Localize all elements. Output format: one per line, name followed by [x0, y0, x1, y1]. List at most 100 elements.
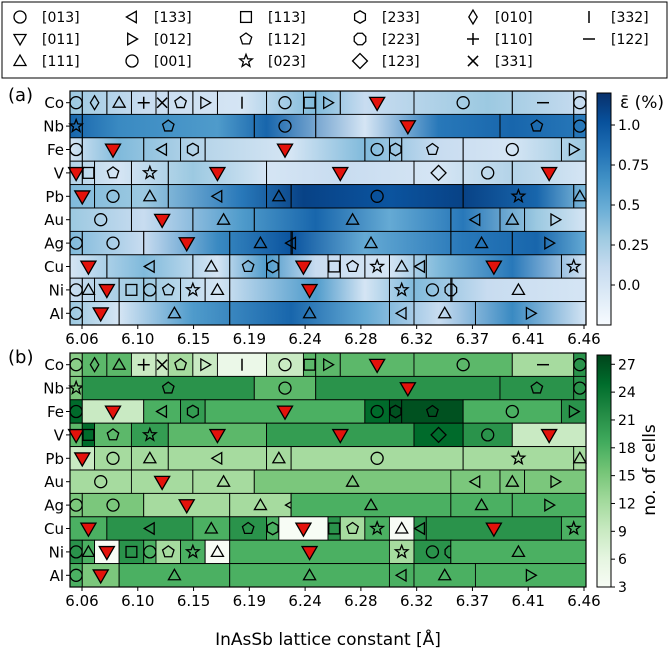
segment-marker-cu	[266, 259, 279, 274]
segment-marker-v	[331, 428, 349, 444]
x-tick-label: 6.37	[456, 330, 489, 348]
colorbar-tick-label: 0.75	[618, 158, 649, 174]
segment-marker-ni	[511, 282, 526, 296]
segment-marker-fe	[568, 142, 581, 157]
segment-cell-al	[118, 563, 231, 588]
x-tick-label: 6.46	[567, 330, 600, 348]
segment-marker-au	[94, 475, 108, 489]
segment-marker-fe	[155, 404, 168, 419]
segment-marker-v	[540, 428, 558, 444]
segment-cell-cu	[192, 516, 231, 541]
segment-marker-pb	[572, 451, 588, 464]
row-label-ag: Ag	[44, 235, 64, 253]
legend-marker-triangle-up	[12, 53, 28, 67]
segment-cell-fe	[560, 399, 587, 424]
segment-cell-au	[450, 469, 501, 494]
segment-marker-ni	[161, 545, 175, 558]
segment-marker-ni	[300, 545, 319, 561]
segment-marker-nb	[68, 117, 85, 133]
legend-marker-circle	[125, 54, 139, 68]
segment-marker-v	[208, 166, 227, 182]
colorbar-tick-label: 27	[618, 357, 636, 373]
segment-marker-fe	[370, 142, 384, 157]
segment-marker-cu	[565, 520, 582, 536]
segment-marker-v	[481, 428, 495, 442]
segment-marker-ag	[106, 236, 120, 250]
row-label-al: Al	[50, 567, 64, 585]
row-label-cu: Cu	[44, 258, 64, 276]
segment-marker-co	[303, 96, 316, 109]
segment-marker-co	[89, 356, 100, 373]
row-label-pb: Pb	[45, 450, 64, 468]
segment-cell-cu	[106, 516, 194, 541]
segment-marker-cu	[394, 259, 409, 272]
segment-marker-co	[303, 358, 316, 371]
segment-cell-nb	[81, 375, 255, 401]
strain-band-fe	[70, 137, 586, 162]
segment-marker-v	[67, 166, 85, 182]
segment-cell-ni	[204, 539, 231, 565]
segment-marker-ag	[474, 497, 489, 511]
legend-marker-x	[467, 55, 479, 67]
segment-marker-nb	[278, 119, 292, 133]
segment-marker-al	[394, 568, 407, 583]
segment-marker-ag	[363, 497, 379, 511]
segment-cell-fe	[401, 399, 464, 424]
x-tick-label: 6.10	[121, 330, 154, 348]
segment-cell-fe	[180, 399, 206, 424]
segment-cell-pb	[290, 446, 464, 471]
segment-cell-cu	[339, 516, 366, 541]
segment-cell-co	[69, 352, 83, 377]
x-tick-label: 6.32	[400, 592, 433, 610]
segment-marker-au	[505, 212, 520, 225]
segment-cell-al	[229, 563, 390, 588]
segment-marker-al	[437, 306, 452, 319]
strain-band-nb	[70, 114, 586, 138]
segment-marker-ag	[544, 498, 557, 512]
segment-marker-co	[111, 95, 127, 108]
segment-cell-pb	[167, 446, 268, 471]
segment-marker-co	[323, 95, 335, 110]
colorbar-tick-label: 21	[618, 413, 636, 429]
segment-marker-co	[156, 359, 168, 371]
segment-marker-ag	[106, 498, 120, 512]
segment-marker-fe	[425, 404, 439, 418]
segment-marker-v	[82, 428, 95, 441]
strain-band-v	[70, 161, 586, 185]
segment-cell-co	[302, 352, 317, 377]
segment-marker-nb	[530, 381, 544, 394]
segment-cell-co	[315, 352, 341, 377]
x-tick-label: 6.24	[288, 592, 321, 610]
legend-label: [112]	[268, 32, 306, 48]
segment-marker-cu	[79, 522, 98, 538]
segment-marker-ni	[184, 281, 201, 297]
segment-marker-al	[92, 569, 110, 585]
segment-cell-co	[167, 352, 194, 377]
segment-cell-ni	[450, 539, 587, 565]
strain-band-ag	[70, 231, 586, 255]
segment-cell-co	[266, 352, 304, 377]
segment-cell-ag	[450, 492, 513, 518]
strain-band-ni	[70, 278, 586, 302]
legend-label: [123]	[382, 54, 420, 70]
segment-cell-co	[192, 352, 218, 377]
legend-marker-square	[239, 10, 253, 24]
segment-cell-fe	[462, 399, 562, 424]
segment-marker-nb	[399, 382, 417, 398]
segment-marker-al	[394, 306, 407, 321]
row-label-nb: Nb	[43, 380, 64, 398]
segment-marker-ag	[253, 497, 268, 511]
legend-label: [012]	[154, 32, 192, 48]
panel-a: Co Nb Fe V Pb Au Ag Cu Ni Al6.06 6.10 6.15 6.19 6.24 6…	[8, 85, 664, 348]
segment-marker-al	[92, 307, 110, 323]
segment-marker-co	[111, 357, 127, 370]
segment-marker-au	[345, 474, 360, 487]
row-label-ni: Ni	[49, 281, 64, 299]
x-tick-label: 6.46	[567, 592, 600, 610]
segment-marker-pb	[510, 449, 527, 466]
segment-marker-au	[153, 475, 171, 491]
row-label-fe: Fe	[47, 403, 64, 421]
x-tick-label: 6.37	[456, 592, 489, 610]
segment-cell-ni	[81, 539, 96, 565]
segment-marker-pb	[73, 452, 91, 468]
